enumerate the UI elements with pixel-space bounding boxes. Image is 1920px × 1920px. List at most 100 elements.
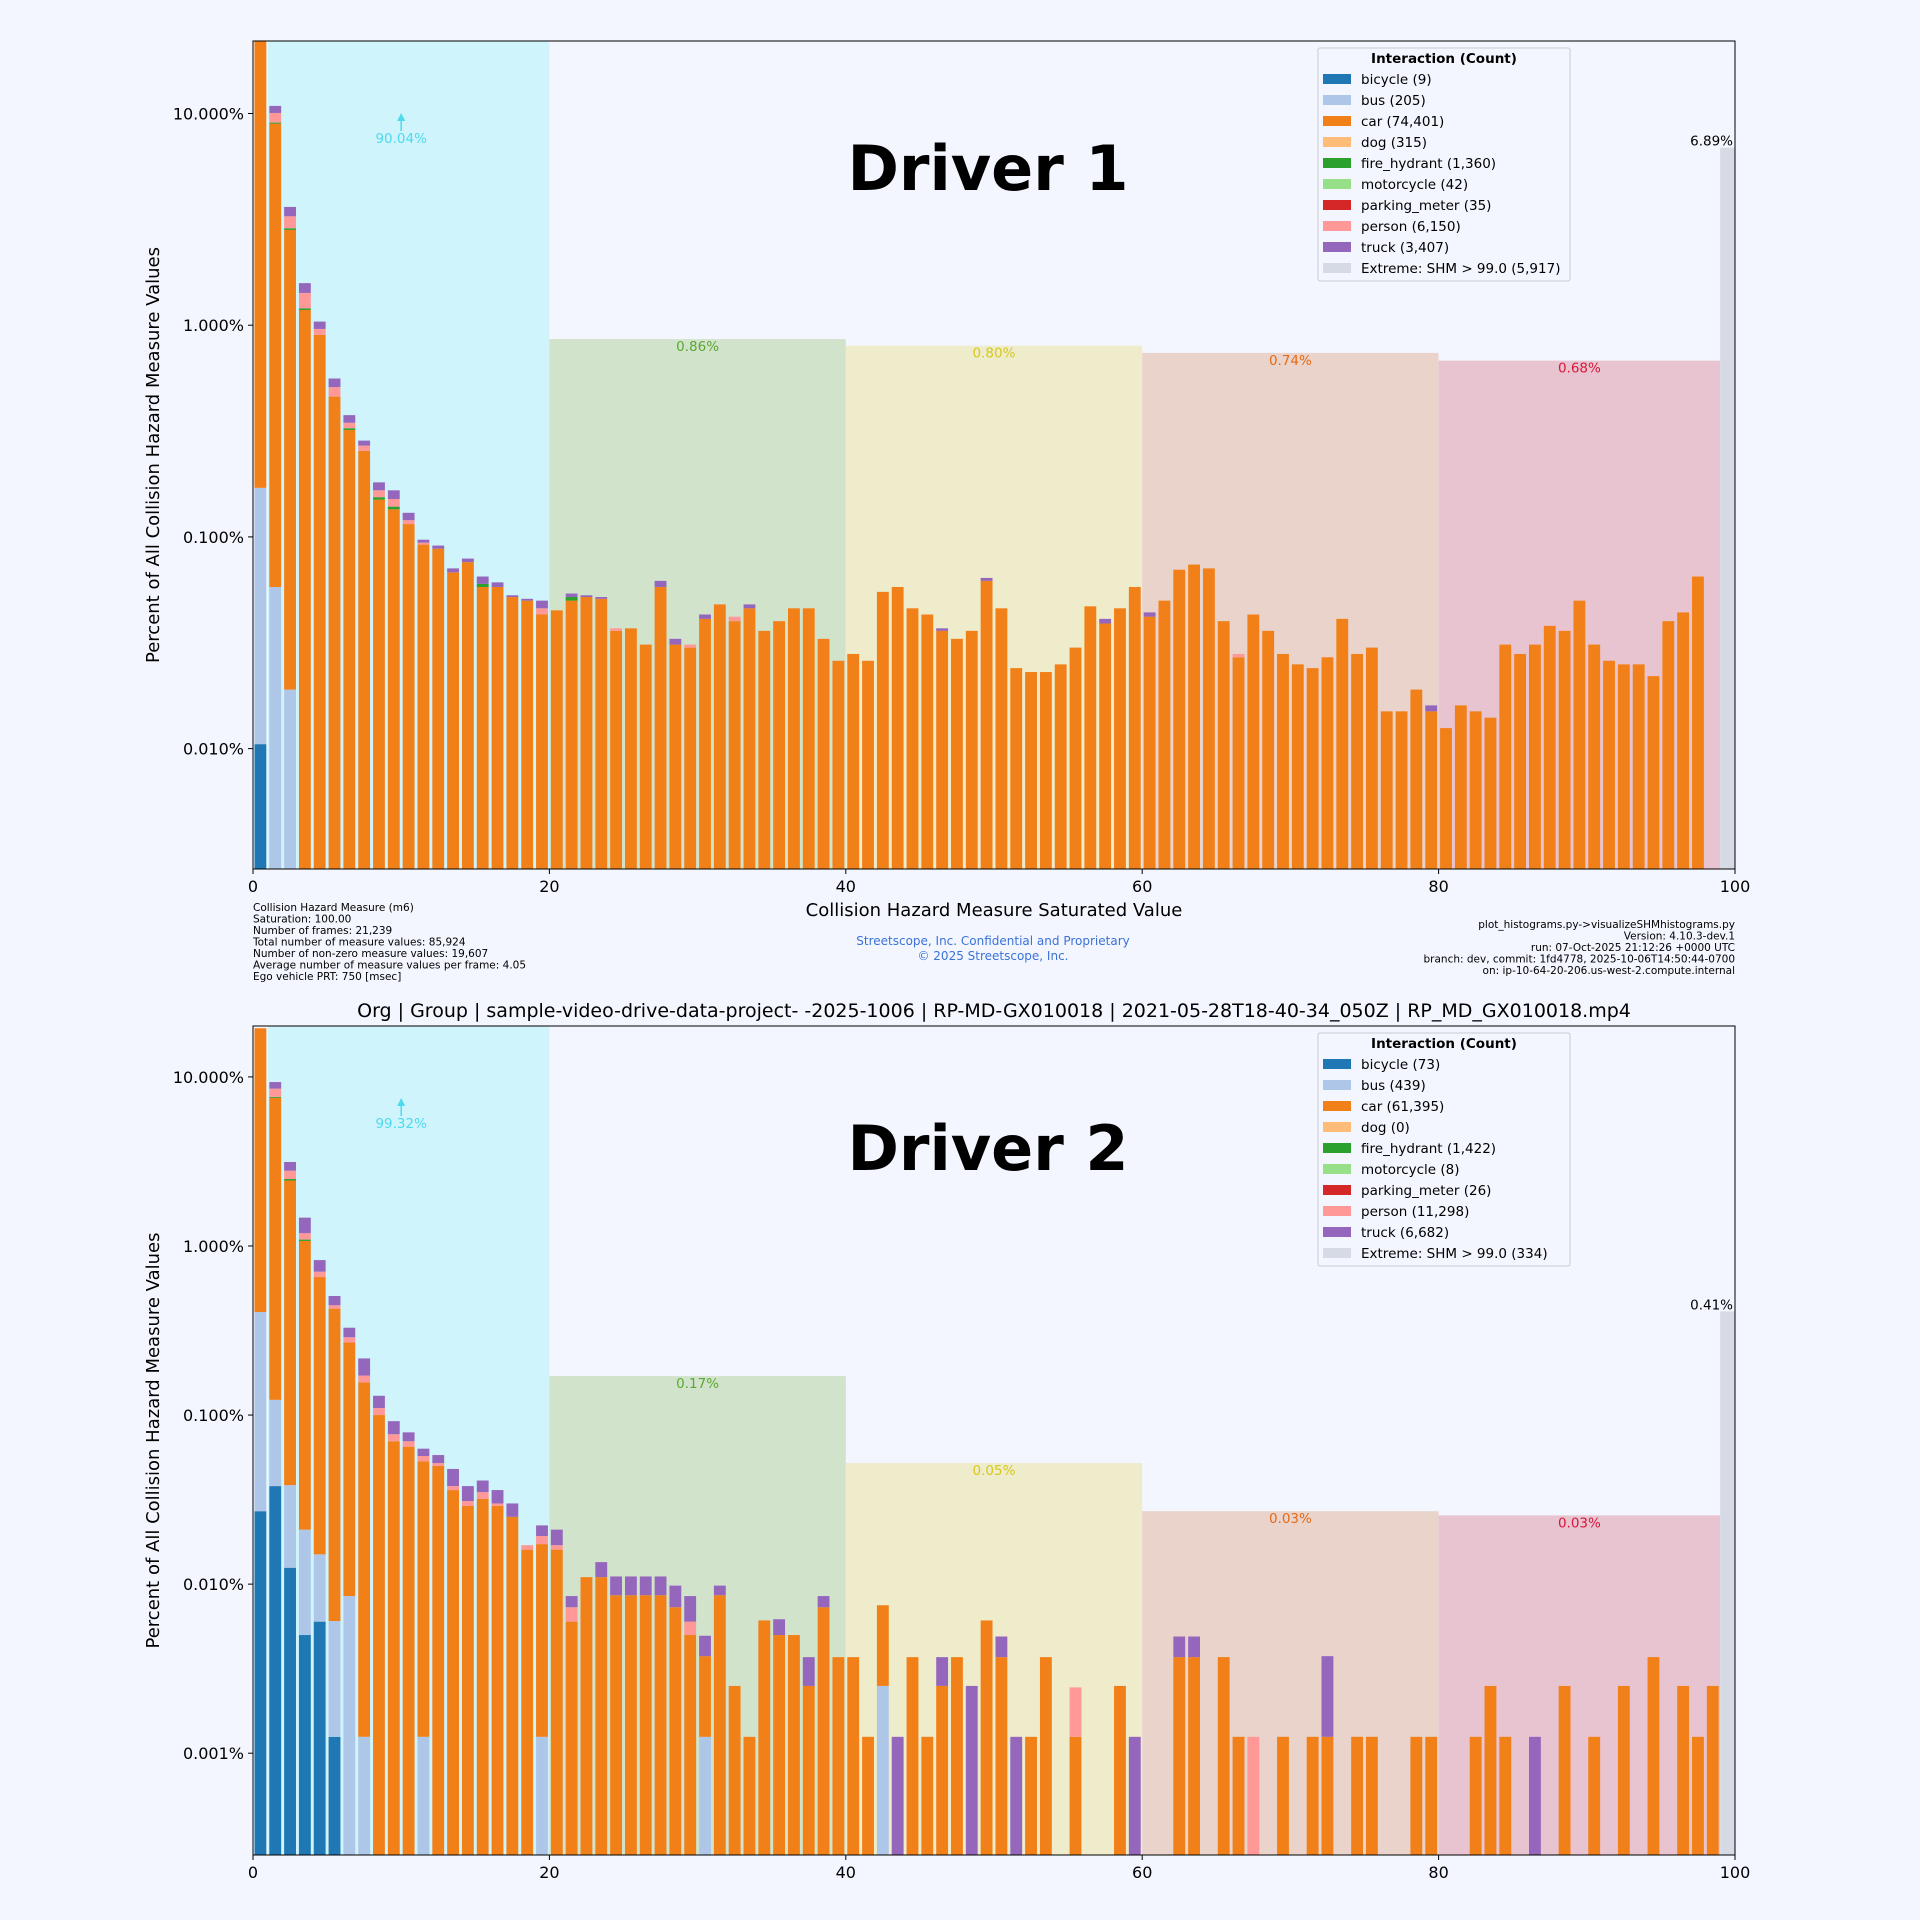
bar-segment-truck <box>358 440 371 446</box>
bar-segment-car <box>1395 711 1408 869</box>
bar-segment-car <box>1647 1657 1660 1855</box>
bar-segment-truck <box>1010 1736 1023 1855</box>
bar-segment-car <box>699 618 711 869</box>
y-tick-label: 0.010% <box>183 740 244 759</box>
bar-segment-car <box>728 1685 741 1855</box>
bar-segment-person <box>432 1463 445 1466</box>
legend-swatch-bicycle <box>1323 74 1351 84</box>
bar-segment-car <box>980 1620 993 1855</box>
bar-segment-car <box>1306 1736 1319 1855</box>
bar-segment-person <box>343 422 356 429</box>
bar-segment-person <box>1069 1687 1082 1737</box>
bar-segment-person <box>387 1434 400 1442</box>
bar-segment-car <box>773 621 786 869</box>
bar-segment-truck <box>461 558 474 563</box>
bar-segment-truck <box>713 1585 726 1596</box>
zone-band <box>1142 352 1439 869</box>
bar-segment-truck <box>565 1596 578 1608</box>
bar-segment-person <box>328 1305 341 1309</box>
legend-swatch-truck <box>1323 1227 1351 1237</box>
bar-segment-fire_hydrant <box>298 1239 311 1241</box>
bar-segment-car <box>1291 664 1304 869</box>
bar-segment-person <box>373 1408 385 1416</box>
bar-segment-car <box>1558 1685 1571 1855</box>
bar-segment-bus <box>699 1736 711 1855</box>
bar-segment-truck <box>654 1576 667 1596</box>
bar-segment-car <box>1632 664 1645 869</box>
bar-segment-car <box>1365 647 1378 869</box>
zone-percent-label: 0.03% <box>1558 1515 1601 1531</box>
legend-box <box>1317 1032 1571 1267</box>
legend-swatch-fire_hydrant <box>1323 1143 1351 1153</box>
bar-segment-car <box>1321 657 1334 869</box>
bar-segment-truck <box>699 614 711 619</box>
figure-caption: Org | Group | sample-video-drive-data-pr… <box>357 1000 1631 1022</box>
bar-segment-car <box>550 610 563 869</box>
bar-segment-car <box>1706 1685 1719 1855</box>
legend-title: Interaction (Count) <box>1371 1036 1517 1052</box>
bar-segment-person <box>521 1545 534 1550</box>
bar-segment-car <box>1158 600 1171 869</box>
bar-segment-person <box>298 1233 311 1240</box>
bar-segment-car <box>1306 668 1319 869</box>
bar-segment-car <box>1454 705 1467 869</box>
legend-label-fire_hydrant: fire_hydrant (1,422) <box>1361 1141 1496 1157</box>
legend-label-motorcycle: motorcycle (8) <box>1361 1162 1460 1178</box>
bar-segment-car <box>743 1736 756 1855</box>
legend-swatch-person <box>1323 221 1351 231</box>
bar-segment-car <box>1247 614 1260 869</box>
y-tick-label: 1.000% <box>183 1237 244 1256</box>
bar-segment-car <box>284 229 296 690</box>
zone-percent-label: 99.32% <box>375 1116 427 1132</box>
bar-segment-truck <box>817 1596 830 1608</box>
bar-segment-bus <box>254 1311 267 1512</box>
bar-segment-car <box>965 630 978 869</box>
bar-segment-car <box>1469 1736 1482 1855</box>
bar-segment-fire_hydrant <box>298 308 311 310</box>
legend-swatch-motorcycle <box>1323 179 1351 189</box>
zone-percent-label: 0.74% <box>1269 353 1312 369</box>
bar-segment-bus <box>269 1399 282 1487</box>
zone-band <box>549 339 846 869</box>
zone-band <box>845 345 1143 869</box>
bar-segment-truck <box>891 1736 904 1855</box>
legend-label-bus: bus (205) <box>1361 93 1426 109</box>
bar-segment-car <box>373 1415 385 1855</box>
bar-segment-fire_hydrant <box>284 228 296 230</box>
bar-segment-car <box>624 1595 637 1855</box>
bar-segment-truck <box>506 1503 519 1517</box>
bar-segment-car <box>447 572 459 869</box>
bar-segment-truck <box>476 1480 489 1493</box>
bar-segment-person <box>417 1456 430 1462</box>
bar-segment-truck <box>506 595 519 598</box>
legend-swatch-bus <box>1323 95 1351 105</box>
bar-segment-car <box>1321 1736 1334 1855</box>
bar-segment-car <box>699 1656 711 1737</box>
bar-segment-bicycle <box>284 1567 296 1855</box>
bar-segment-car <box>1692 576 1704 869</box>
y-tick-label: 1.000% <box>183 316 244 335</box>
chart-title: Driver 1 <box>847 132 1128 205</box>
zone-percent-label: 0.17% <box>676 1376 719 1392</box>
legend-label-bicycle: bicycle (9) <box>1361 72 1432 88</box>
bar-segment-car <box>921 614 934 869</box>
bar-segment-car <box>684 1635 697 1855</box>
bar-segment-fire_hydrant <box>284 1179 296 1181</box>
bar-segment-car <box>1232 657 1245 869</box>
legend-swatch-parking_meter <box>1323 1185 1351 1195</box>
bar-segment-car <box>432 548 445 869</box>
bar-segment-car <box>1188 564 1200 869</box>
bar-segment-truck <box>699 1635 711 1657</box>
x-tick-label: 100 <box>1720 1863 1751 1882</box>
bar-segment-car <box>654 1595 667 1855</box>
bar-segment-truck <box>1173 1636 1186 1658</box>
bar-segment-bus <box>536 1736 548 1855</box>
bar-segment-truck <box>343 1327 356 1338</box>
bar-segment-car <box>506 1516 519 1855</box>
bar-segment-car <box>817 1607 830 1855</box>
bar-segment-bus <box>417 1736 430 1855</box>
version-line: plot_histograms.py->visualizeSHMhistogra… <box>1478 919 1735 931</box>
bar-segment-car <box>284 1180 296 1486</box>
zone-band <box>1720 147 1735 869</box>
legend-label-extreme: Extreme: SHM > 99.0 (5,917) <box>1361 261 1560 277</box>
